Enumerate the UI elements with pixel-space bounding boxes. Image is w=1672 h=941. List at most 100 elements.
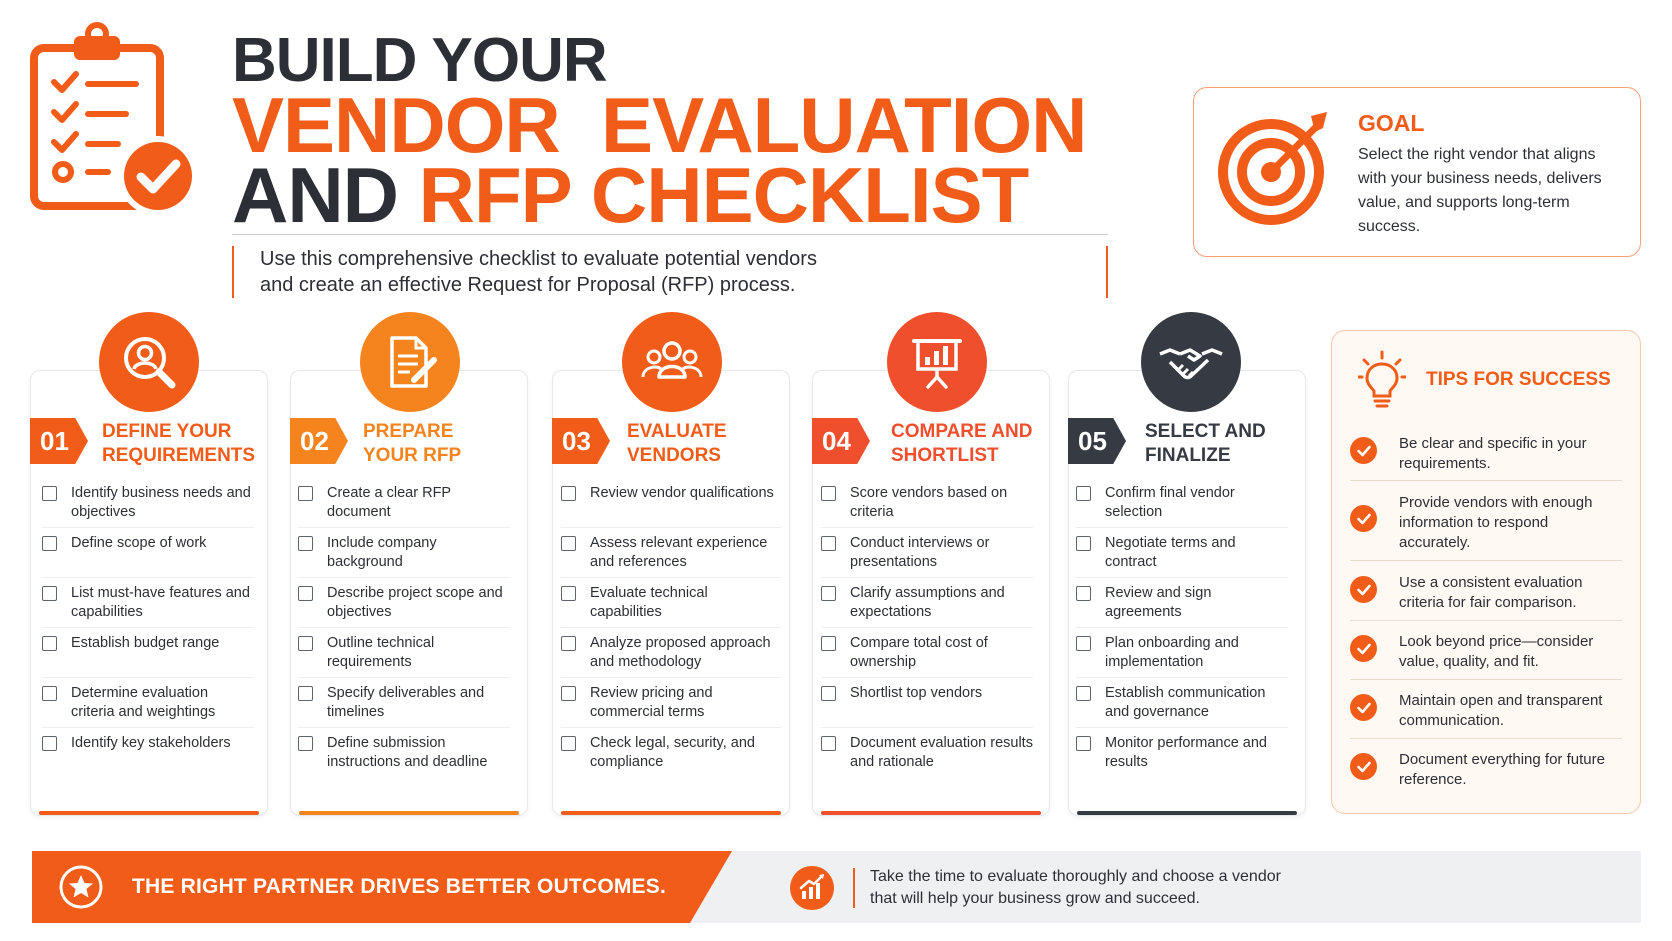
checklist-item-text: Include company background bbox=[327, 535, 437, 570]
checklist-item: Review pricing and commercial terms bbox=[561, 678, 781, 728]
checklist-item-text: Establish communication and governance bbox=[1105, 685, 1266, 720]
step-5-number-badge: 05 bbox=[1068, 418, 1126, 464]
step-3-checklist: Review vendor qualifications Assess rele… bbox=[561, 478, 781, 778]
checkbox[interactable] bbox=[561, 486, 576, 501]
checklist-item: Establish communication and governance bbox=[1076, 678, 1288, 728]
checkbox[interactable] bbox=[561, 686, 576, 701]
footer-divider bbox=[853, 868, 855, 908]
checklist-item: Establish budget range bbox=[42, 628, 254, 678]
tip-divider bbox=[1350, 679, 1622, 680]
checklist-item-text: Conduct interviews or presentations bbox=[850, 535, 990, 570]
checklist-item: Score vendors based on criteria bbox=[821, 478, 1033, 528]
tip-text: Maintain open and transparent communicat… bbox=[1399, 692, 1603, 729]
subtitle-line-1: Use this comprehensive checklist to eval… bbox=[260, 248, 817, 270]
checklist-item: Negotiate terms and contract bbox=[1076, 528, 1288, 578]
checkbox[interactable] bbox=[821, 636, 836, 651]
checkbox[interactable] bbox=[821, 586, 836, 601]
checklist-item: Plan onboarding and implementation bbox=[1076, 628, 1288, 678]
checklist-item: Analyze proposed approach and methodolog… bbox=[561, 628, 781, 678]
step-5-title-line-2: FINALIZE bbox=[1145, 445, 1231, 466]
checklist-item: Confirm final vendor selection bbox=[1076, 478, 1288, 528]
checklist-item-text: Monitor performance and results bbox=[1105, 735, 1267, 770]
checkbox[interactable] bbox=[1076, 636, 1091, 651]
step-1-icon-circle bbox=[99, 312, 199, 412]
checkbox[interactable] bbox=[821, 686, 836, 701]
step-5-title-line-1: SELECT AND bbox=[1145, 421, 1266, 442]
subtitle-line-2: and create an effective Request for Prop… bbox=[260, 274, 796, 296]
checkbox[interactable] bbox=[561, 636, 576, 651]
checkbox[interactable] bbox=[561, 536, 576, 551]
checklist-item-text: Review pricing and commercial terms bbox=[590, 685, 713, 720]
step-5-icon-circle bbox=[1141, 312, 1241, 412]
checklist-item: Define scope of work bbox=[42, 528, 254, 578]
checkbox[interactable] bbox=[42, 586, 57, 601]
checkbox[interactable] bbox=[42, 636, 57, 651]
checkbox[interactable] bbox=[561, 736, 576, 751]
checkbox[interactable] bbox=[1076, 586, 1091, 601]
checkbox[interactable] bbox=[298, 686, 313, 701]
checklist-item-text: Establish budget range bbox=[71, 635, 220, 651]
checkbox[interactable] bbox=[1076, 486, 1091, 501]
checklist-item: Identify key stakeholders bbox=[42, 728, 254, 778]
checkbox[interactable] bbox=[298, 536, 313, 551]
checklist-item-text: Clarify assumptions and expectations bbox=[850, 585, 1005, 620]
subtitle: Use this comprehensive checklist to eval… bbox=[232, 246, 1108, 298]
checklist-item: Conduct interviews or presentations bbox=[821, 528, 1033, 578]
tip-item: Maintain open and transparent communicat… bbox=[1350, 691, 1622, 731]
checkbox[interactable] bbox=[298, 636, 313, 651]
checklist-item: Clarify assumptions and expectations bbox=[821, 578, 1033, 628]
checkbox[interactable] bbox=[561, 586, 576, 601]
lightbulb-icon bbox=[1358, 350, 1406, 408]
checklist-item-text: Create a clear RFP document bbox=[327, 485, 451, 520]
step-2-title-line-1: PREPARE bbox=[363, 421, 454, 442]
growth-chart-icon bbox=[790, 866, 834, 910]
step-card-2-accent-bar bbox=[299, 811, 519, 815]
step-card-1-accent-bar bbox=[39, 811, 259, 815]
check-circle-icon bbox=[1350, 437, 1377, 464]
checkbox[interactable] bbox=[1076, 686, 1091, 701]
clipboard-checklist-icon bbox=[30, 22, 198, 216]
checklist-item-text: Analyze proposed approach and methodolog… bbox=[590, 635, 771, 670]
checklist-item: Define submission instructions and deadl… bbox=[298, 728, 510, 778]
checklist-item-text: Outline technical requirements bbox=[327, 635, 435, 670]
checkbox[interactable] bbox=[821, 486, 836, 501]
check-circle-icon bbox=[1350, 635, 1377, 662]
step-3-title: EVALUATE VENDORS bbox=[627, 420, 727, 468]
goal-title: GOAL bbox=[1358, 110, 1425, 136]
checklist-item: Create a clear RFP document bbox=[298, 478, 510, 528]
checklist-item: Monitor performance and results bbox=[1076, 728, 1288, 778]
tip-item: Use a consistent evaluation criteria for… bbox=[1350, 573, 1622, 613]
checkbox[interactable] bbox=[1076, 536, 1091, 551]
checkbox[interactable] bbox=[298, 486, 313, 501]
checklist-item: Review and sign agreements bbox=[1076, 578, 1288, 628]
footer-text-line-1: Take the time to evaluate thoroughly and… bbox=[870, 868, 1281, 885]
checklist-item: Specify deliverables and timelines bbox=[298, 678, 510, 728]
tip-item: Provide vendors with enough information … bbox=[1350, 493, 1622, 553]
checkbox[interactable] bbox=[298, 586, 313, 601]
checkbox[interactable] bbox=[1076, 736, 1091, 751]
checklist-item: Check legal, security, and compliance bbox=[561, 728, 781, 778]
tip-divider bbox=[1350, 560, 1622, 561]
checkbox[interactable] bbox=[821, 736, 836, 751]
step-3-title-line-1: EVALUATE bbox=[627, 421, 727, 442]
checkbox[interactable] bbox=[42, 736, 57, 751]
check-circle-icon bbox=[1350, 694, 1377, 721]
checklist-item: Identify business needs and objectives bbox=[42, 478, 254, 528]
handshake-icon bbox=[1159, 348, 1223, 380]
checkbox[interactable] bbox=[42, 536, 57, 551]
step-card-5-accent-bar bbox=[1077, 811, 1297, 815]
title-divider bbox=[232, 234, 1108, 235]
tip-item: Document everything for future reference… bbox=[1350, 750, 1622, 790]
step-5-title: SELECT AND FINALIZE bbox=[1145, 420, 1266, 468]
checklist-item: Outline technical requirements bbox=[298, 628, 510, 678]
checkbox[interactable] bbox=[298, 736, 313, 751]
checkbox[interactable] bbox=[821, 536, 836, 551]
checkbox[interactable] bbox=[42, 486, 57, 501]
checklist-item-text: Shortlist top vendors bbox=[850, 685, 983, 701]
checklist-item-text: Compare total cost of ownership bbox=[850, 635, 988, 670]
footer-text-line-2: that will help your business grow and su… bbox=[870, 890, 1200, 907]
checklist-item: Assess relevant experience and reference… bbox=[561, 528, 781, 578]
checkbox[interactable] bbox=[42, 686, 57, 701]
step-1-title: DEFINE YOUR REQUIREMENTS bbox=[102, 420, 255, 468]
checklist-item: Describe project scope and objectives bbox=[298, 578, 510, 628]
